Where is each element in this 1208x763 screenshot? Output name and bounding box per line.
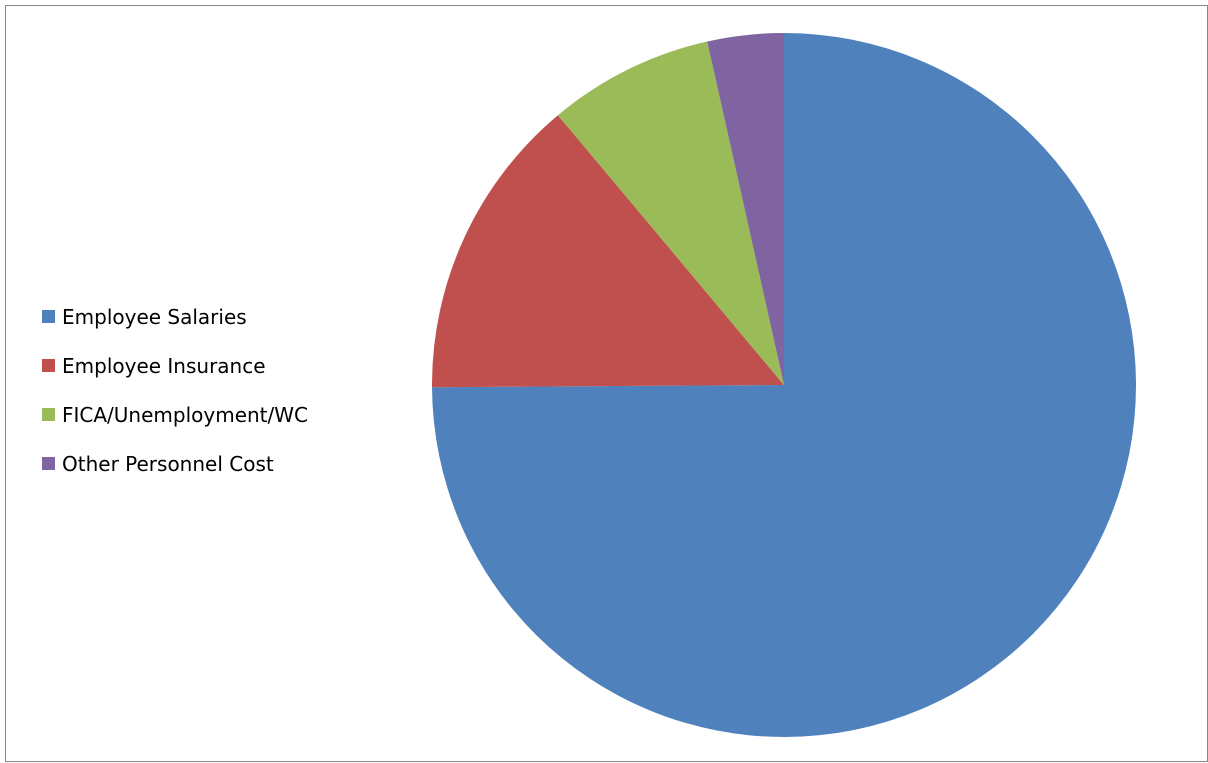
pie-slice-employee-insurance xyxy=(432,115,784,388)
legend-label: Employee Salaries xyxy=(62,304,247,329)
pie-slice-fica-unemployment-wc xyxy=(557,41,784,386)
pie-slice-other-personnel-cost xyxy=(707,33,784,385)
legend-item: FICA/Unemployment/WC xyxy=(42,402,372,427)
chart-legend: Employee Salaries Employee Insurance FICA/… xyxy=(42,304,372,476)
legend-swatch xyxy=(42,408,55,421)
legend-label: Employee Insurance xyxy=(62,353,266,378)
legend-label: Other Personnel Cost xyxy=(62,451,274,476)
pie-chart xyxy=(432,33,1137,737)
pie-slice-employee-salaries xyxy=(432,33,1137,737)
legend-swatch xyxy=(42,457,55,470)
legend-label: FICA/Unemployment/WC xyxy=(62,402,308,427)
legend-item: Employee Salaries xyxy=(42,304,372,329)
legend-swatch xyxy=(42,359,55,372)
chart-area: Employee Salaries Employee Insurance FICA/… xyxy=(5,5,1208,762)
legend-swatch xyxy=(42,310,55,323)
legend-item: Employee Insurance xyxy=(42,353,372,378)
legend-item: Other Personnel Cost xyxy=(42,451,372,476)
